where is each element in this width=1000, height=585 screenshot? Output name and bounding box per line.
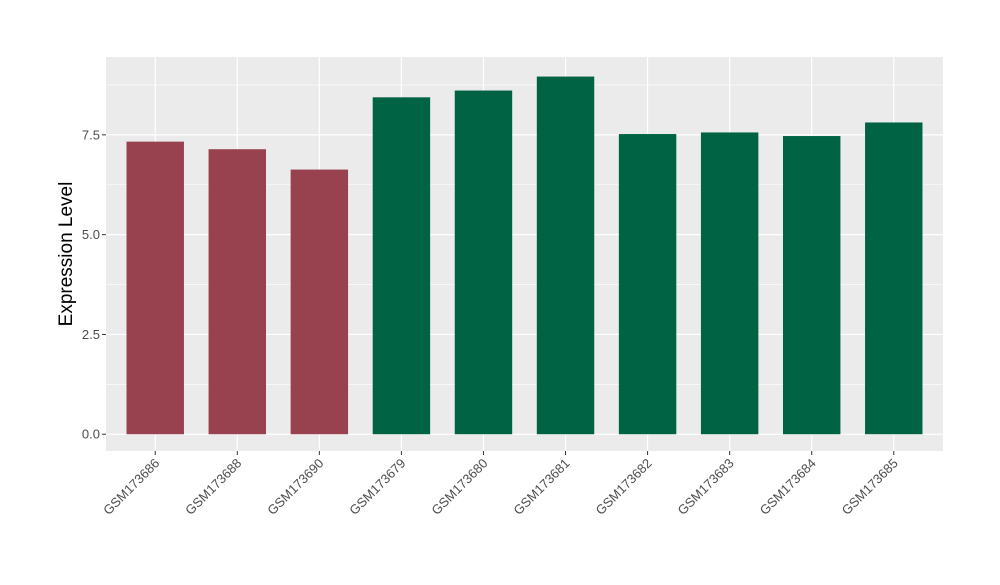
x-tick-label: GSM173690: [264, 456, 326, 518]
y-tick-label: 0.0: [82, 427, 100, 442]
x-tick-label: GSM173684: [757, 456, 819, 518]
x-tick-label: GSM173679: [346, 456, 408, 518]
bar-GSM173685: [865, 122, 923, 435]
x-tick-label: GSM173685: [839, 456, 901, 518]
bar-GSM173679: [372, 97, 431, 435]
bar-GSM173684: [782, 136, 841, 435]
x-tick-label: GSM173682: [592, 456, 654, 518]
bar-GSM173682: [618, 134, 677, 435]
bar-GSM173690: [290, 169, 349, 435]
y-tick-label: 5.0: [82, 227, 100, 242]
y-axis: 0.0 2.5 5.0 7.5: [82, 127, 106, 442]
bar-GSM173680: [454, 90, 513, 435]
y-tick-label: 2.5: [82, 327, 100, 342]
x-tick-label: GSM173680: [428, 456, 490, 518]
x-tick-label: GSM173686: [100, 456, 162, 518]
bar-GSM173683: [700, 132, 759, 435]
x-tick-label: GSM173681: [510, 456, 572, 518]
x-axis: GSM173686 GSM173688 GSM173690 GSM173679 GSM1…: [100, 451, 901, 518]
bar-GSM173681: [536, 76, 595, 435]
x-tick-label: GSM173683: [675, 456, 737, 518]
y-tick-label: 7.5: [82, 127, 100, 142]
bars: [126, 76, 923, 435]
x-tick-label: GSM173688: [182, 456, 244, 518]
y-axis-title: Expression Level: [56, 182, 77, 327]
bar-GSM173688: [208, 149, 267, 435]
bar-GSM173686: [126, 141, 184, 435]
